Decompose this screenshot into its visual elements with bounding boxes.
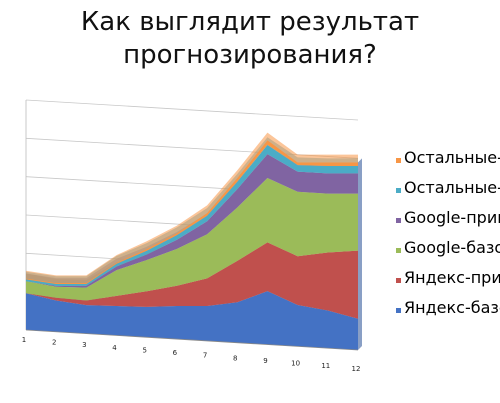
legend-label: Google-привлечённый	[404, 208, 500, 227]
x-tick-label: 12	[352, 365, 361, 373]
legend-swatch	[396, 158, 401, 163]
x-tick-label: 3	[82, 341, 86, 349]
x-tick-label: 10	[291, 360, 300, 368]
legend-label: Остальные-привлечённый	[404, 148, 500, 167]
area-series-2	[26, 242, 358, 319]
area-series-3	[26, 178, 358, 301]
legend-swatch	[396, 188, 401, 193]
x-tick-label: 5	[142, 346, 146, 354]
title-line-2: прогнозирования?	[123, 40, 377, 70]
legend-label: Яндекс-привлечённый	[404, 268, 500, 287]
slide-title: Как выглядит результат прогнозирования?	[0, 6, 500, 72]
legend-label: Google-базовый	[404, 238, 500, 257]
legend-swatch	[396, 218, 401, 223]
x-tick-label: 8	[233, 354, 237, 362]
legend-swatch	[396, 308, 401, 313]
legend-label: Яндекс-базовый	[404, 298, 500, 317]
area-series-1	[26, 291, 358, 350]
legend-label: Остальные-базовый	[404, 178, 500, 197]
area-side-face	[358, 158, 362, 350]
gridline	[25, 99, 359, 121]
legend-swatch	[396, 248, 401, 253]
x-tick-label: 2	[52, 339, 56, 347]
title-line-1: Как выглядит результат	[80, 7, 420, 37]
x-tick-label: 9	[263, 357, 267, 365]
x-tick-label: 4	[112, 344, 117, 352]
x-tick-label: 7	[203, 352, 207, 360]
legend-swatch	[396, 278, 401, 283]
x-tick-label: 1	[22, 336, 26, 344]
x-axis-line	[25, 329, 359, 351]
x-tick-label: 6	[173, 349, 178, 357]
x-tick-label: 11	[321, 362, 330, 370]
